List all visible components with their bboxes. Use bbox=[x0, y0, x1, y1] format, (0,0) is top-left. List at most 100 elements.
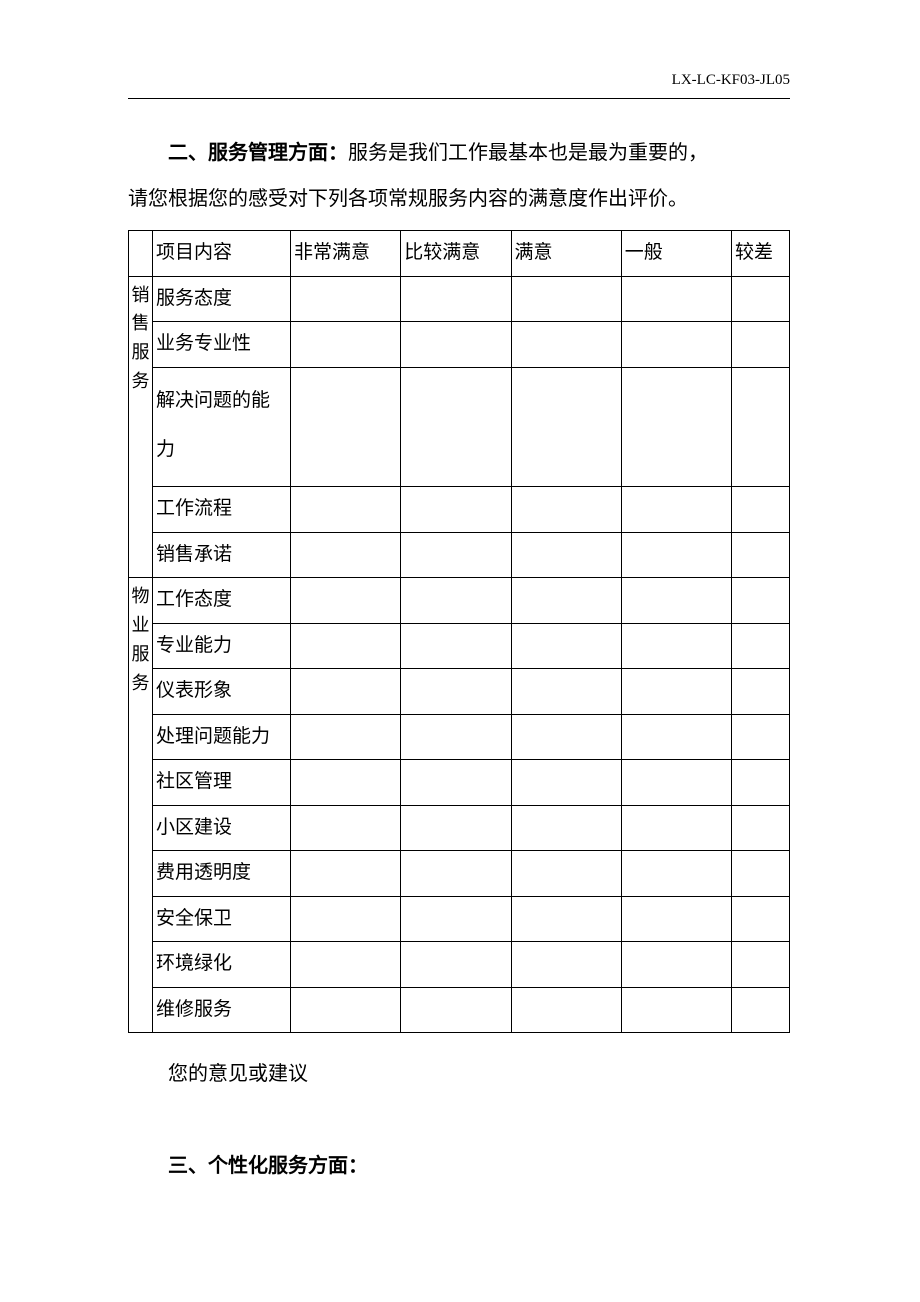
rating-cell[interactable] bbox=[621, 714, 731, 760]
rating-cell[interactable] bbox=[732, 487, 790, 533]
rating-cell[interactable] bbox=[621, 578, 731, 624]
rating-cell[interactable] bbox=[401, 487, 511, 533]
rating-cell[interactable] bbox=[511, 487, 621, 533]
rating-cell[interactable] bbox=[732, 276, 790, 322]
rating-cell[interactable] bbox=[291, 367, 401, 487]
rating-cell[interactable] bbox=[291, 851, 401, 897]
section-c-prefix: 三、 bbox=[168, 1155, 208, 1177]
rating-cell[interactable] bbox=[511, 896, 621, 942]
rating-cell[interactable] bbox=[621, 532, 731, 578]
rating-cell[interactable] bbox=[621, 896, 731, 942]
rating-cell[interactable] bbox=[401, 896, 511, 942]
rating-cell[interactable] bbox=[732, 322, 790, 368]
item-label: 解决问题的能力 bbox=[153, 367, 291, 487]
rating-cell[interactable] bbox=[732, 623, 790, 669]
rating-cell[interactable] bbox=[511, 987, 621, 1033]
rating-cell[interactable] bbox=[291, 805, 401, 851]
section-c-title: 个性化服务方面： bbox=[208, 1155, 368, 1177]
item-label: 专业能力 bbox=[153, 623, 291, 669]
rating-cell[interactable] bbox=[401, 578, 511, 624]
rating-cell[interactable] bbox=[511, 805, 621, 851]
rating-cell[interactable] bbox=[401, 760, 511, 806]
rating-cell[interactable] bbox=[511, 669, 621, 715]
rating-cell[interactable] bbox=[291, 578, 401, 624]
rating-cell[interactable] bbox=[291, 487, 401, 533]
table-row: 维修服务 bbox=[129, 987, 790, 1033]
rating-cell[interactable] bbox=[511, 532, 621, 578]
rating-cell[interactable] bbox=[621, 322, 731, 368]
rating-cell[interactable] bbox=[732, 714, 790, 760]
table-row: 销售承诺 bbox=[129, 532, 790, 578]
rating-cell[interactable] bbox=[732, 669, 790, 715]
rating-cell[interactable] bbox=[621, 487, 731, 533]
section-b-line1: 服务是我们工作最基本也是最为重要的， bbox=[348, 142, 708, 164]
rating-cell[interactable] bbox=[401, 276, 511, 322]
rating-cell[interactable] bbox=[401, 532, 511, 578]
rating-cell[interactable] bbox=[511, 851, 621, 897]
rating-table: 项目内容 非常满意 比较满意 满意 一般 较差 销 售 服 务 服务态度 bbox=[128, 230, 790, 1033]
rating-cell[interactable] bbox=[621, 760, 731, 806]
header-divider bbox=[128, 98, 790, 99]
group-label-sales: 销 售 服 务 bbox=[129, 276, 153, 578]
rating-cell[interactable] bbox=[291, 760, 401, 806]
item-label: 业务专业性 bbox=[153, 322, 291, 368]
rating-cell[interactable] bbox=[291, 276, 401, 322]
rating-cell[interactable] bbox=[732, 805, 790, 851]
rating-cell[interactable] bbox=[732, 367, 790, 487]
rating-cell[interactable] bbox=[621, 669, 731, 715]
item-label: 小区建设 bbox=[153, 805, 291, 851]
rating-cell[interactable] bbox=[291, 987, 401, 1033]
rating-cell[interactable] bbox=[621, 987, 731, 1033]
rating-cell[interactable] bbox=[511, 942, 621, 988]
col-header-r3: 满意 bbox=[511, 231, 621, 277]
rating-cell[interactable] bbox=[511, 623, 621, 669]
section-b-line2: 请您根据您的感受对下列各项常规服务内容的满意度作出评价。 bbox=[128, 176, 790, 222]
rating-cell[interactable] bbox=[511, 578, 621, 624]
section-b-intro: 二、服务管理方面：服务是我们工作最基本也是最为重要的， bbox=[128, 130, 790, 176]
rating-cell[interactable] bbox=[621, 276, 731, 322]
rating-cell[interactable] bbox=[401, 805, 511, 851]
rating-cell[interactable] bbox=[732, 942, 790, 988]
feedback-label: 您的意见或建议 bbox=[128, 1051, 790, 1097]
rating-cell[interactable] bbox=[401, 367, 511, 487]
rating-cell[interactable] bbox=[401, 851, 511, 897]
rating-cell[interactable] bbox=[621, 805, 731, 851]
group-char: 物 bbox=[129, 582, 152, 611]
rating-cell[interactable] bbox=[291, 322, 401, 368]
rating-cell[interactable] bbox=[401, 987, 511, 1033]
item-label: 仪表形象 bbox=[153, 669, 291, 715]
rating-cell[interactable] bbox=[401, 942, 511, 988]
rating-cell[interactable] bbox=[732, 532, 790, 578]
rating-cell[interactable] bbox=[291, 896, 401, 942]
rating-cell[interactable] bbox=[511, 714, 621, 760]
table-row: 环境绿化 bbox=[129, 942, 790, 988]
rating-cell[interactable] bbox=[621, 367, 731, 487]
rating-cell[interactable] bbox=[401, 714, 511, 760]
rating-cell[interactable] bbox=[621, 851, 731, 897]
rating-cell[interactable] bbox=[291, 532, 401, 578]
rating-cell[interactable] bbox=[621, 623, 731, 669]
table-row: 物 业 服 务 工作态度 bbox=[129, 578, 790, 624]
rating-cell[interactable] bbox=[732, 760, 790, 806]
group-label-property: 物 业 服 务 bbox=[129, 578, 153, 1033]
rating-cell[interactable] bbox=[732, 896, 790, 942]
rating-cell[interactable] bbox=[732, 578, 790, 624]
rating-cell[interactable] bbox=[511, 322, 621, 368]
rating-cell[interactable] bbox=[621, 942, 731, 988]
rating-cell[interactable] bbox=[401, 623, 511, 669]
rating-cell[interactable] bbox=[401, 669, 511, 715]
rating-cell[interactable] bbox=[732, 851, 790, 897]
group-char: 服 bbox=[129, 338, 152, 367]
rating-cell[interactable] bbox=[291, 669, 401, 715]
rating-cell[interactable] bbox=[291, 714, 401, 760]
rating-cell[interactable] bbox=[511, 760, 621, 806]
rating-cell[interactable] bbox=[401, 322, 511, 368]
group-char: 销 bbox=[129, 281, 152, 310]
section-b-prefix: 二、 bbox=[168, 142, 208, 164]
table-row: 安全保卫 bbox=[129, 896, 790, 942]
rating-cell[interactable] bbox=[511, 367, 621, 487]
rating-cell[interactable] bbox=[291, 623, 401, 669]
rating-cell[interactable] bbox=[511, 276, 621, 322]
rating-cell[interactable] bbox=[291, 942, 401, 988]
rating-cell[interactable] bbox=[732, 987, 790, 1033]
